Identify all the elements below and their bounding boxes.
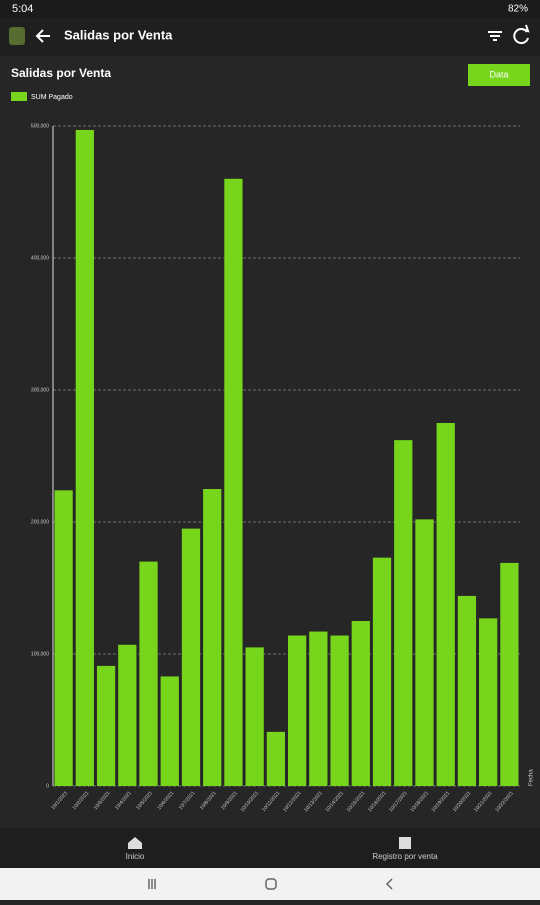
x-tick-label: 10/15/2021 bbox=[346, 790, 367, 813]
x-tick-label: 10/2/2021 bbox=[71, 790, 90, 811]
y-tick-label: 300,000 bbox=[31, 387, 49, 393]
bar bbox=[351, 621, 370, 786]
bar bbox=[500, 562, 519, 786]
bottom-nav bbox=[0, 828, 540, 868]
bar bbox=[224, 178, 243, 787]
bar bbox=[96, 665, 116, 786]
x-tick-label: 10/14/2021 bbox=[324, 790, 345, 813]
nav-inicio[interactable]: Inicio bbox=[126, 852, 145, 861]
y-tick-label: 100,000 bbox=[31, 651, 49, 657]
chart-title: Salidas por Venta bbox=[11, 66, 111, 80]
system-back[interactable] bbox=[385, 878, 393, 890]
x-tick-label: 10/10/2021 bbox=[240, 790, 261, 813]
bar bbox=[457, 595, 477, 786]
system-nav bbox=[0, 868, 540, 900]
x-tick-label: 10/16/2021 bbox=[367, 790, 388, 813]
bar bbox=[203, 489, 222, 786]
x-tick-label: 10/22/2021 bbox=[494, 790, 515, 813]
nav-registro[interactable]: Registro por venta bbox=[372, 852, 438, 861]
bar bbox=[266, 731, 286, 786]
data-button[interactable] bbox=[468, 64, 530, 86]
app-bar bbox=[0, 18, 540, 56]
app-logo bbox=[9, 27, 25, 45]
recents-button[interactable] bbox=[148, 879, 156, 889]
refresh-button[interactable] bbox=[513, 24, 530, 45]
x-tick-label: 10/7/2021 bbox=[178, 790, 197, 811]
bar bbox=[287, 635, 307, 786]
x-tick-label: 10/17/2021 bbox=[388, 790, 409, 813]
legend-label: SUM Pagado bbox=[31, 94, 73, 101]
status-battery: 82% bbox=[508, 4, 528, 15]
bar bbox=[181, 528, 201, 786]
bar bbox=[245, 647, 264, 786]
status-time: 5:04 bbox=[12, 3, 33, 15]
x-tick-label: 10/20/2021 bbox=[452, 790, 473, 813]
y-tick-label: 200,000 bbox=[31, 519, 49, 525]
status-bar bbox=[0, 0, 540, 18]
y-tick-label: 400,000 bbox=[31, 255, 49, 261]
bar bbox=[415, 519, 434, 786]
x-tick-label: 10/4/2021 bbox=[114, 790, 133, 811]
x-axis-title: Fecha bbox=[529, 769, 535, 786]
app-title: Salidas por Venta bbox=[64, 27, 173, 42]
x-tick-label: 10/21/2021 bbox=[473, 790, 494, 813]
bar bbox=[75, 129, 94, 786]
back-button[interactable] bbox=[35, 29, 50, 43]
x-tick-label: 10/1/2021 bbox=[50, 790, 69, 811]
bar bbox=[372, 557, 392, 786]
bar bbox=[54, 490, 73, 786]
x-tick-label: 10/19/2021 bbox=[431, 790, 452, 813]
bar bbox=[479, 618, 498, 786]
filter-button[interactable] bbox=[488, 31, 502, 41]
x-tick-label: 10/6/2021 bbox=[156, 790, 175, 811]
bar bbox=[309, 631, 328, 786]
x-tick-label: 10/12/2021 bbox=[282, 790, 303, 813]
x-tick-label: 10/5/2021 bbox=[135, 790, 154, 811]
x-tick-label: 10/3/2021 bbox=[93, 790, 112, 811]
bar bbox=[139, 561, 158, 786]
bar bbox=[118, 644, 137, 786]
y-tick-label: 500,000 bbox=[31, 123, 49, 129]
data-button-label[interactable]: Data bbox=[489, 69, 508, 79]
bar bbox=[394, 440, 413, 786]
home-button[interactable] bbox=[265, 878, 277, 890]
x-tick-label: 10/9/2021 bbox=[220, 790, 239, 811]
bar bbox=[436, 423, 455, 786]
bar bbox=[160, 676, 179, 786]
bar bbox=[330, 635, 349, 786]
x-tick-label: 10/18/2021 bbox=[409, 790, 430, 813]
y-tick-label: 0 bbox=[46, 783, 49, 789]
x-tick-label: 10/11/2021 bbox=[261, 790, 282, 813]
home-icon[interactable] bbox=[128, 837, 142, 849]
register-icon[interactable] bbox=[399, 837, 411, 849]
x-tick-label: 10/8/2021 bbox=[199, 790, 218, 811]
legend-swatch bbox=[11, 92, 27, 101]
x-tick-label: 10/13/2021 bbox=[303, 790, 324, 813]
